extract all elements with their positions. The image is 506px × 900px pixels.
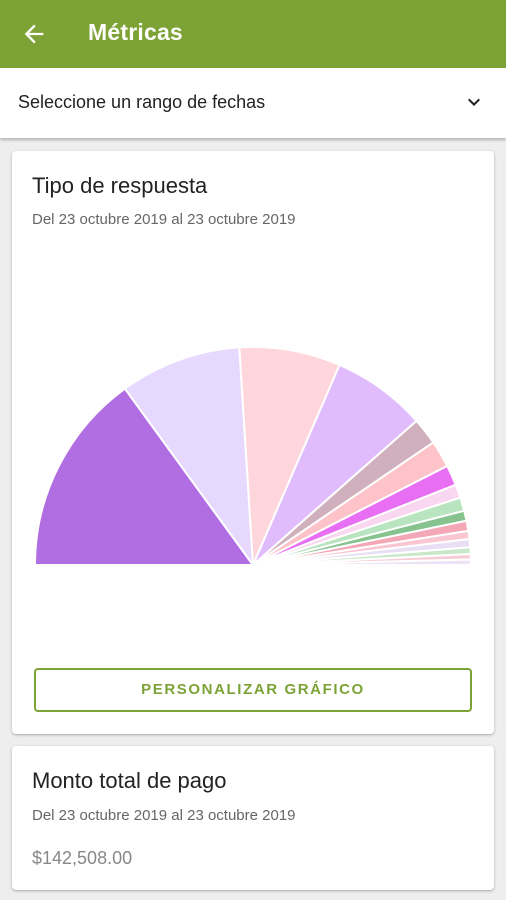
app-bar: Métricas [0,0,506,68]
response-card-title: Tipo de respuesta [32,173,208,198]
pie-slice-3 [238,346,341,566]
pie-slice-16 [252,558,473,566]
pie-slice-2 [123,346,255,569]
payment-total-amount: $142,508.00 [32,848,133,868]
response-type-pie-chart [33,346,473,569]
date-range-selector[interactable]: Seleccione un rango de fechas [0,68,506,138]
page-title: Métricas [88,19,183,45]
payment-card-title: Monto total de pago [32,768,227,793]
payment-total-card: Monto total de pago Del 23 octubre 2019 … [12,746,494,890]
response-card-date-range: Del 23 octubre 2019 al 23 octubre 2019 [32,211,296,228]
arrow-left-icon[interactable] [20,20,48,48]
date-range-label: Seleccione un rango de fechas [18,92,266,112]
payment-card-date-range: Del 23 octubre 2019 al 23 octubre 2019 [32,807,296,824]
chevron-down-icon[interactable] [462,90,486,114]
customize-chart-button[interactable]: PERSONALIZAR GRÁFICO [34,668,472,712]
pie-slice-1 [33,387,255,566]
response-type-card: Tipo de respuesta Del 23 octubre 2019 al… [12,151,494,734]
